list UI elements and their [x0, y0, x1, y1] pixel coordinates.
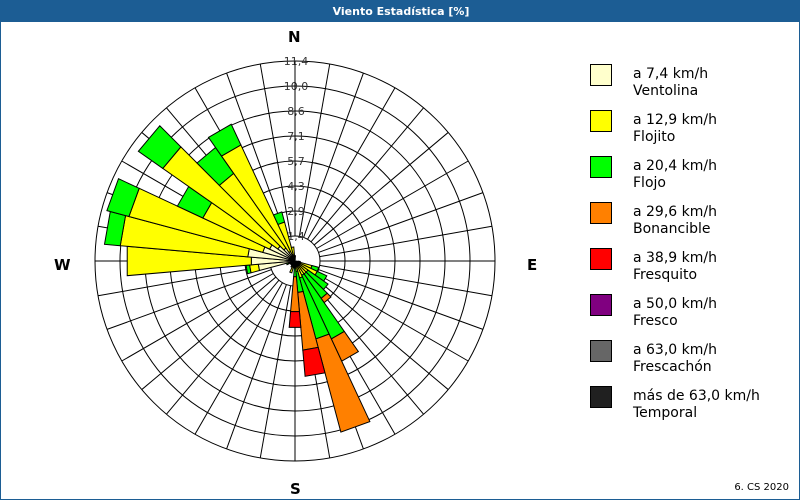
- legend-swatch: [590, 202, 612, 224]
- compass-south-label: S: [290, 480, 301, 498]
- radial-tick-label: 11,4: [284, 55, 309, 68]
- wind-sector: [294, 268, 297, 277]
- legend-swatch: [590, 110, 612, 132]
- legend-range: más de 63,0 km/h: [633, 388, 760, 405]
- legend-range: a 63,0 km/h: [633, 342, 717, 359]
- legend-range: a 38,9 km/h: [633, 250, 717, 267]
- grid-radial-line: [166, 280, 278, 414]
- legend-name: Fresco: [633, 313, 717, 330]
- footer-version: 6. CS 2020: [734, 482, 789, 493]
- legend-range: a 50,0 km/h: [633, 296, 717, 313]
- grid-radial-line: [227, 284, 287, 448]
- legend-swatch: [590, 156, 612, 178]
- compass-west-label: W: [54, 256, 71, 274]
- wind-sector: [295, 256, 296, 259]
- grid-radial-line: [304, 73, 364, 237]
- radial-tick-label: 8,6: [287, 105, 305, 118]
- grid-radial-line: [142, 277, 276, 389]
- grid-radial-line: [260, 286, 290, 458]
- compass-north-label: N: [288, 28, 301, 46]
- radial-tick-label: 10,0: [284, 80, 309, 93]
- grid-radial-line: [122, 274, 274, 362]
- legend-swatch: [590, 64, 612, 86]
- window-title: Viento Estadística [%]: [1, 1, 800, 22]
- grid-radial-line: [311, 108, 423, 242]
- grid-radial-line: [317, 161, 469, 249]
- legend-name: Fresquito: [633, 267, 717, 284]
- legend-range: a 29,6 km/h: [633, 204, 717, 221]
- legend-name: Ventolina: [633, 83, 708, 100]
- grid-radial-line: [314, 132, 448, 244]
- legend-name: Frescachón: [633, 359, 717, 376]
- legend-swatch: [590, 248, 612, 270]
- wind-sector: [289, 312, 301, 328]
- chart-area: 1,4 2,9 4,3 5,7 7,1 8,6 10,0 11,4 N E S W a 7,4…: [1, 22, 800, 501]
- radial-tick-label: 1,4: [287, 230, 305, 243]
- grid-radial-line: [195, 283, 283, 435]
- grid-radial-line: [320, 265, 492, 295]
- legend-name: Flojito: [633, 129, 717, 146]
- legend-range: a 12,9 km/h: [633, 112, 717, 129]
- radial-tick-label: 2,9: [287, 205, 305, 218]
- radial-tick-label: 7,1: [287, 130, 305, 143]
- radial-tick-label: 4,3: [287, 180, 305, 193]
- legend-name: Flojo: [633, 175, 717, 192]
- radial-tick-label: 5,7: [287, 155, 305, 168]
- grid-radial-line: [318, 193, 482, 253]
- legend-name: Bonancible: [633, 221, 717, 238]
- grid-radial-line: [107, 270, 271, 330]
- legend-name: Temporal: [633, 405, 760, 422]
- grid-radial-line: [320, 226, 492, 256]
- compass-east-label: E: [527, 256, 537, 274]
- grid-radial-line: [318, 270, 482, 330]
- legend-swatch: [590, 294, 612, 316]
- legend-range: a 7,4 km/h: [633, 66, 708, 83]
- grid-radial-line: [308, 88, 396, 240]
- legend-swatch: [590, 386, 612, 408]
- legend-range: a 20,4 km/h: [633, 158, 717, 175]
- legend-swatch: [590, 340, 612, 362]
